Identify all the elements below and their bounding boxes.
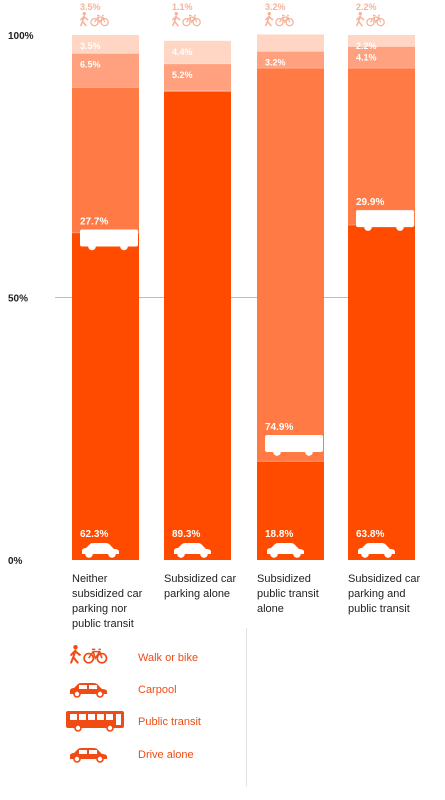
bar-segment-public-transit [348, 68, 415, 226]
car-icon [70, 748, 107, 763]
bus-icon [66, 711, 124, 732]
car-icon [70, 683, 107, 698]
top-label-walk-or-bike: 1.1% [172, 2, 193, 12]
data-label-public-transit: 29.9% [356, 197, 384, 208]
walk-bike-icon [80, 12, 109, 27]
category-label-line: Subsidized car [164, 573, 237, 585]
category-label-line: public transit [348, 603, 410, 615]
data-label-walk-or-bike: 4.4% [172, 47, 193, 57]
category-label-line: parking and [348, 588, 406, 600]
legend-label: Public transit [138, 716, 201, 728]
category-label: Subsidized car parking and public transit [348, 572, 428, 617]
car-icon [82, 543, 119, 558]
top-label-walk-or-bike: 3.5% [80, 2, 101, 12]
car-icon [267, 543, 304, 558]
category-label-line: public transit [257, 588, 319, 600]
data-label-carpool: 3.2% [265, 57, 286, 67]
legend-label: Walk or bike [138, 652, 199, 664]
bar-segment-drive-alone [348, 225, 415, 561]
walk-bike-icon [70, 645, 108, 664]
bar-segment-walk-or-bike [164, 40, 231, 64]
category-label-line: subsidized car [72, 588, 143, 600]
y-tick-label: 100% [8, 31, 34, 42]
bar-segment-carpool [164, 63, 231, 92]
walk-bike-icon [70, 645, 108, 664]
bus-icon [66, 711, 124, 732]
bar-segment-carpool [72, 53, 139, 88]
category-label-line: parking alone [164, 588, 231, 600]
legend-divider [246, 628, 247, 786]
category-label-line: Subsidized car [348, 573, 421, 585]
category-label-line: Subsidized [257, 573, 311, 585]
bus-icon [80, 229, 138, 251]
data-label-carpool: 5.2% [172, 70, 193, 80]
bar-segment-carpool [257, 51, 324, 69]
legend-item-drive-alone: Drive alone [62, 742, 242, 770]
data-label-walk-or-bike: 2.2% [356, 41, 377, 51]
bar-segment-drive-alone [72, 232, 139, 561]
bar-segment-walk-or-bike [72, 35, 139, 54]
category-label-line: parking nor [72, 603, 128, 615]
walk-bike-icon [265, 12, 294, 27]
y-tick-label: 50% [8, 294, 28, 305]
top-label-walk-or-bike: 3.2% [265, 2, 286, 12]
bar-segment-walk-or-bike [257, 34, 324, 52]
category-label: Subsidized public transit alone [257, 572, 337, 617]
bus-icon [356, 210, 414, 231]
walk-bike-icon [172, 12, 201, 27]
legend-item-carpool: Carpool [62, 677, 242, 705]
bar-segment-public-transit [257, 68, 324, 462]
legend-label: Drive alone [138, 749, 194, 761]
legend-item-public-transit: Public transit [62, 709, 242, 737]
legend-item-walk-or-bike: Walk or bike [62, 645, 242, 673]
bus-icon [265, 435, 323, 456]
data-label-drive-alone: 89.3% [172, 529, 200, 540]
data-label-public-transit: 27.7% [80, 217, 108, 228]
category-label-line: Neither [72, 573, 108, 585]
bar-segment-public-transit [72, 87, 139, 233]
data-label-drive-alone: 18.8% [265, 529, 293, 540]
car-icon [358, 543, 395, 558]
walk-bike-icon [356, 12, 385, 27]
bar-segment-carpool [348, 46, 415, 69]
bar-segment-drive-alone [164, 91, 231, 561]
category-label-line: public transit [72, 618, 134, 630]
car-icon [70, 683, 107, 698]
legend-label: Carpool [138, 684, 177, 696]
top-label-walk-or-bike: 2.2% [356, 2, 377, 12]
car-icon [174, 543, 211, 558]
category-label-line: alone [257, 603, 284, 615]
data-label-walk-or-bike: 3.5% [80, 41, 101, 51]
category-label: Neither subsidized car parking nor public t… [72, 572, 152, 632]
bar-segment-walk-or-bike [348, 35, 415, 47]
data-label-carpool: 6.5% [80, 59, 101, 69]
data-label-carpool: 4.1% [356, 53, 377, 63]
car-icon [70, 748, 107, 763]
y-tick-label: 0% [8, 556, 23, 567]
category-label: Subsidized car parking alone [164, 572, 244, 602]
data-label-drive-alone: 63.8% [356, 529, 384, 540]
data-label-drive-alone: 62.3% [80, 529, 108, 540]
data-label-public-transit: 74.9% [265, 422, 293, 433]
